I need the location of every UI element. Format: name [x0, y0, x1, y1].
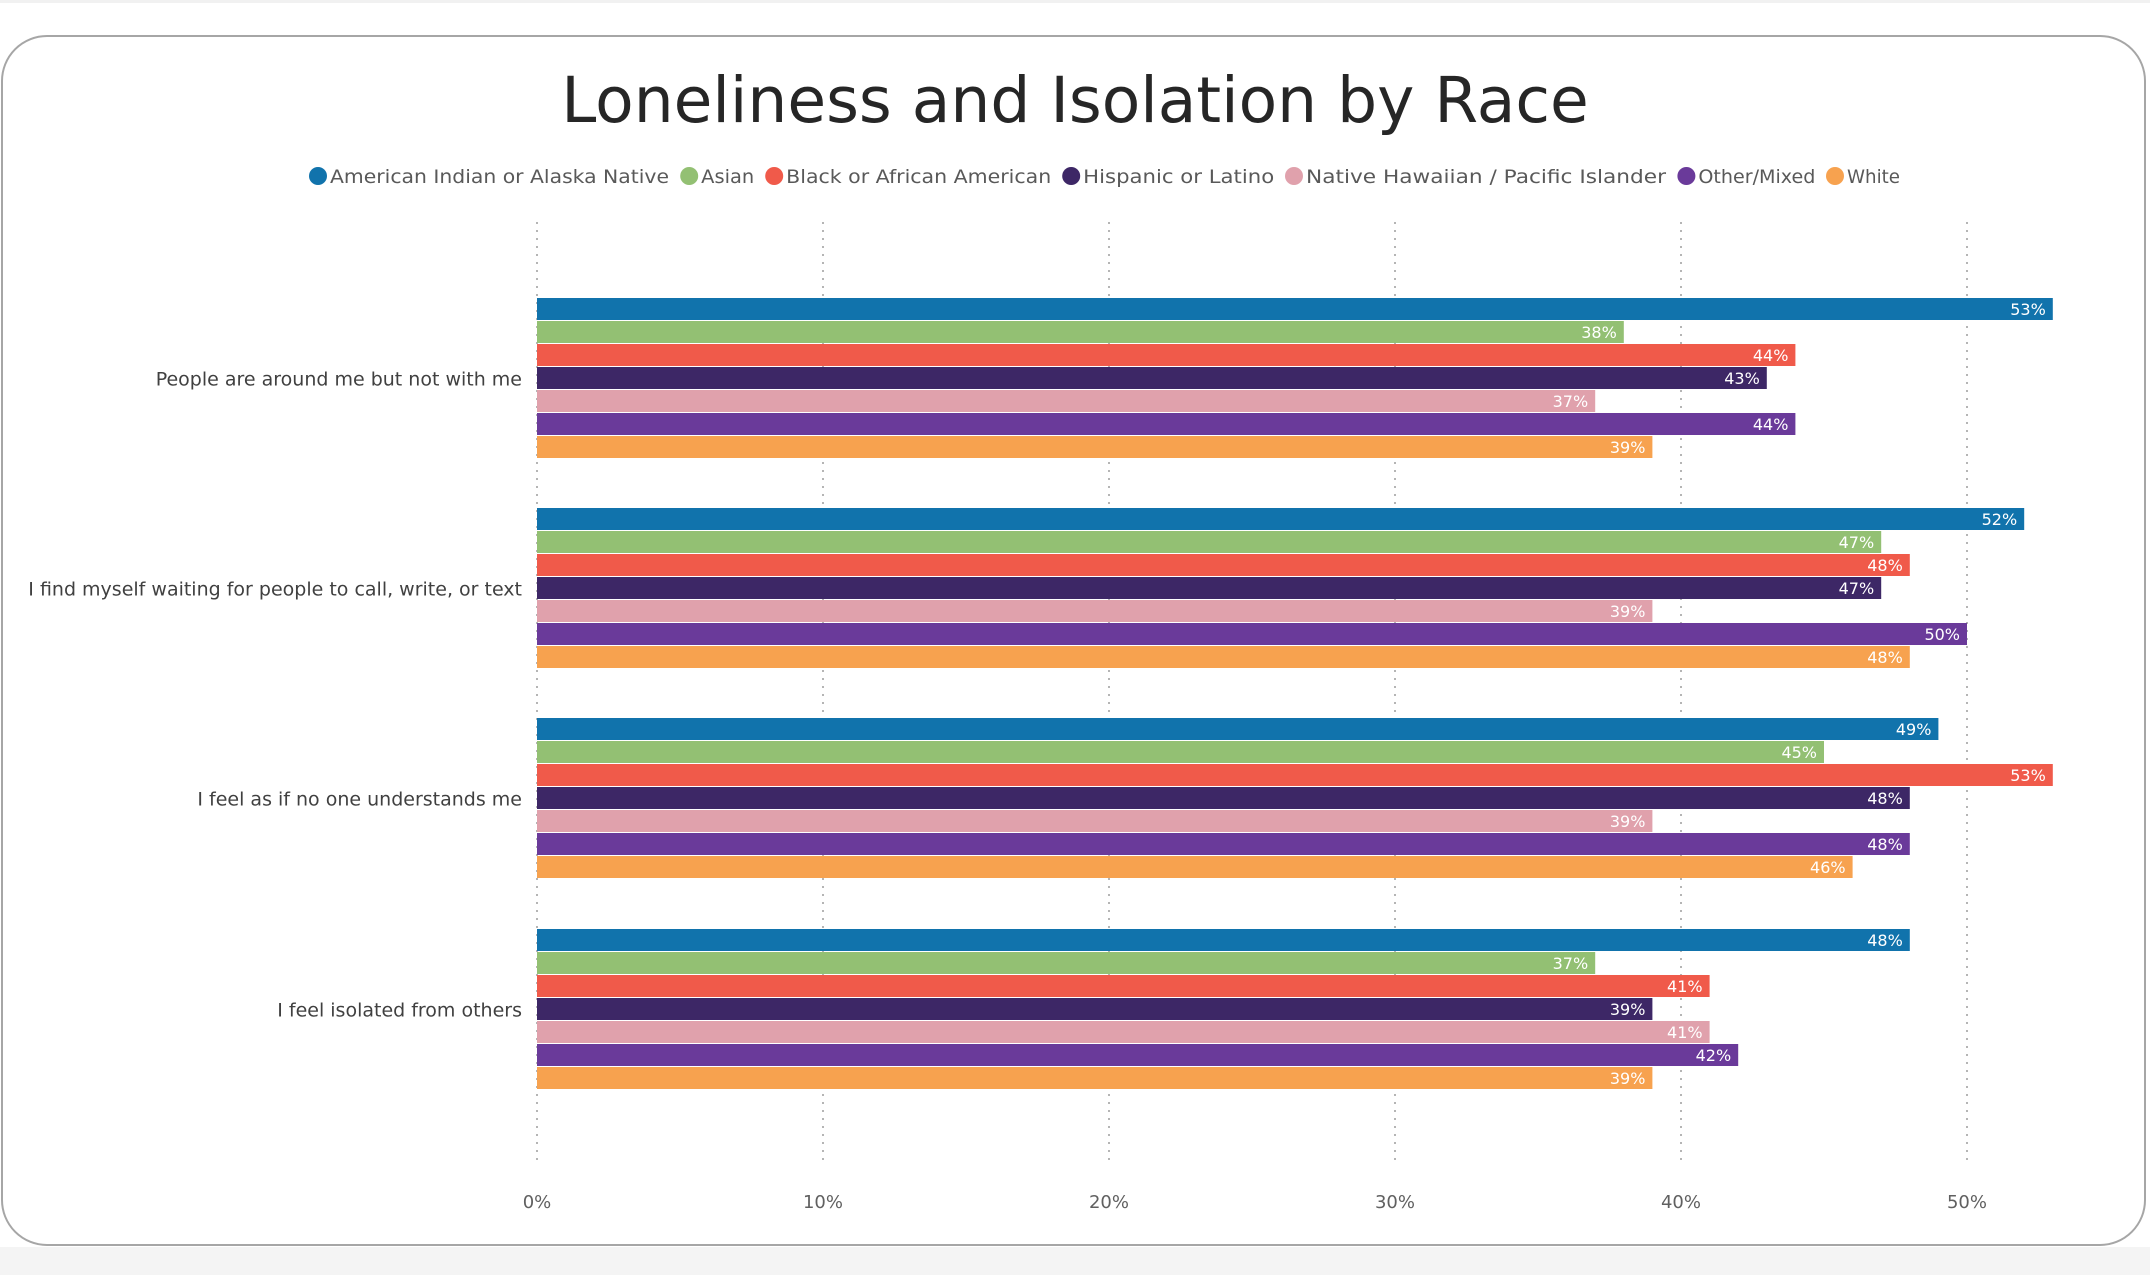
bar-value-label: 44% — [1753, 346, 1789, 365]
bar-asian — [537, 952, 1596, 974]
bar-value-label: 43% — [1724, 369, 1760, 388]
x-axis-ticks: 0% 10% 20% 30% 40% 50% — [523, 1192, 1987, 1213]
bars: 53% 38% 44% 43% 37% 44% 39% 52% 47% 48% 47% 39% 50% 4… — [537, 298, 2053, 1089]
legend-label: Asian — [701, 166, 754, 188]
bar-value-label: 45% — [1781, 743, 1817, 762]
category-label: People are around me but not with me — [156, 369, 522, 391]
legend-item-native-hawaiian-pacific-islander: Native Hawaiian / Pacific Islander — [1285, 166, 1666, 188]
bar-white — [537, 646, 1910, 668]
bar-value-label: 48% — [1867, 931, 1903, 950]
legend-item-hispanic-or-latino: Hispanic or Latino — [1062, 166, 1274, 188]
legend-marker — [680, 167, 699, 185]
bar-value-label: 50% — [1924, 625, 1960, 644]
bar-value-label: 39% — [1610, 1069, 1646, 1088]
category-labels: People are around me but not with me I fi… — [28, 369, 522, 1022]
legend-marker — [1826, 167, 1844, 185]
bar-white — [537, 856, 1853, 878]
legend-label: White — [1847, 166, 1900, 188]
legend-marker — [1677, 167, 1696, 185]
legend-label: Native Hawaiian / Pacific Islander — [1306, 166, 1666, 188]
bar-black-or-african-american — [537, 764, 2053, 786]
bar-hispanic-or-latino — [537, 367, 1767, 389]
bar-native-hawaiian-pacific-islander — [537, 390, 1596, 412]
bar-other-mixed — [537, 1044, 1739, 1066]
legend-marker — [309, 167, 327, 185]
x-tick-label: 10% — [803, 1192, 843, 1213]
bar-value-label: 46% — [1810, 858, 1846, 877]
x-tick-label: 50% — [1947, 1192, 1987, 1213]
bar-value-label: 48% — [1867, 556, 1903, 575]
bar-value-label: 39% — [1610, 602, 1646, 621]
legend-marker — [1285, 167, 1303, 185]
bar-value-label: 47% — [1839, 579, 1875, 598]
legend-label: Hispanic or Latino — [1083, 166, 1274, 188]
bar-value-label: 48% — [1867, 789, 1903, 808]
top-separator — [0, 0, 2150, 3]
bar-hispanic-or-latino — [537, 998, 1653, 1020]
bar-value-label: 44% — [1753, 415, 1789, 434]
legend-label: American Indian or Alaska Native — [330, 166, 669, 188]
bar-value-label: 48% — [1867, 648, 1903, 667]
bar-white — [537, 1067, 1653, 1089]
legend: American Indian or Alaska Native Asian Bla… — [309, 166, 1900, 188]
legend-item-american-indian-or-alaska-native: American Indian or Alaska Native — [309, 166, 669, 188]
bar-value-label: 41% — [1667, 1023, 1703, 1042]
bar-value-label: 37% — [1553, 954, 1589, 973]
chart-title: Loneliness and Isolation by Race — [561, 64, 1589, 137]
bar-black-or-african-american — [537, 554, 1910, 576]
bar-value-label: 53% — [2010, 300, 2046, 319]
bar-native-hawaiian-pacific-islander — [537, 600, 1653, 622]
bar-value-label: 52% — [1982, 510, 2018, 529]
category-label: I feel as if no one understands me — [197, 789, 522, 811]
bar-value-label: 49% — [1896, 720, 1932, 739]
bottom-band — [0, 1247, 2150, 1275]
bar-american-indian-or-alaska-native — [537, 718, 1939, 740]
legend-item-white: White — [1826, 166, 1900, 188]
bar-value-label: 38% — [1581, 323, 1617, 342]
legend-marker — [1062, 167, 1081, 185]
bar-american-indian-or-alaska-native — [537, 929, 1910, 951]
bar-value-label: 39% — [1610, 1000, 1646, 1019]
bar-value-label: 39% — [1610, 438, 1646, 457]
bar-native-hawaiian-pacific-islander — [537, 1021, 1710, 1043]
bar-black-or-african-american — [537, 344, 1796, 366]
legend-item-black-or-african-american: Black or African American — [765, 166, 1051, 188]
bar-other-mixed — [537, 833, 1910, 855]
bar-hispanic-or-latino — [537, 577, 1882, 599]
bar-white — [537, 436, 1653, 458]
legend-label: Black or African American — [786, 166, 1051, 188]
bar-hispanic-or-latino — [537, 787, 1910, 809]
bar-other-mixed — [537, 623, 1967, 645]
x-tick-label: 40% — [1661, 1192, 1701, 1213]
bar-asian — [537, 321, 1624, 343]
bar-native-hawaiian-pacific-islander — [537, 810, 1653, 832]
legend-label: Other/Mixed — [1698, 166, 1815, 188]
bar-value-label: 48% — [1867, 835, 1903, 854]
legend-item-other-mixed: Other/Mixed — [1677, 166, 1815, 188]
bar-american-indian-or-alaska-native — [537, 298, 2053, 320]
bar-value-label: 53% — [2010, 766, 2046, 785]
bar-other-mixed — [537, 413, 1796, 435]
bar-value-label: 37% — [1553, 392, 1589, 411]
legend-marker — [765, 167, 784, 185]
bar-value-label: 42% — [1696, 1046, 1732, 1065]
bar-value-label: 41% — [1667, 977, 1703, 996]
bar-value-label: 47% — [1839, 533, 1875, 552]
bar-american-indian-or-alaska-native — [537, 508, 2025, 530]
category-label: I find myself waiting for people to call… — [28, 579, 522, 601]
bar-asian — [537, 741, 1824, 763]
x-tick-label: 30% — [1375, 1192, 1415, 1213]
bar-value-label: 39% — [1610, 812, 1646, 831]
category-label: I feel isolated from others — [277, 1000, 522, 1022]
bar-asian — [537, 531, 1882, 553]
legend-item-asian: Asian — [680, 166, 754, 188]
x-tick-label: 20% — [1089, 1192, 1129, 1213]
x-tick-label: 0% — [523, 1192, 552, 1213]
bar-black-or-african-american — [537, 975, 1710, 997]
